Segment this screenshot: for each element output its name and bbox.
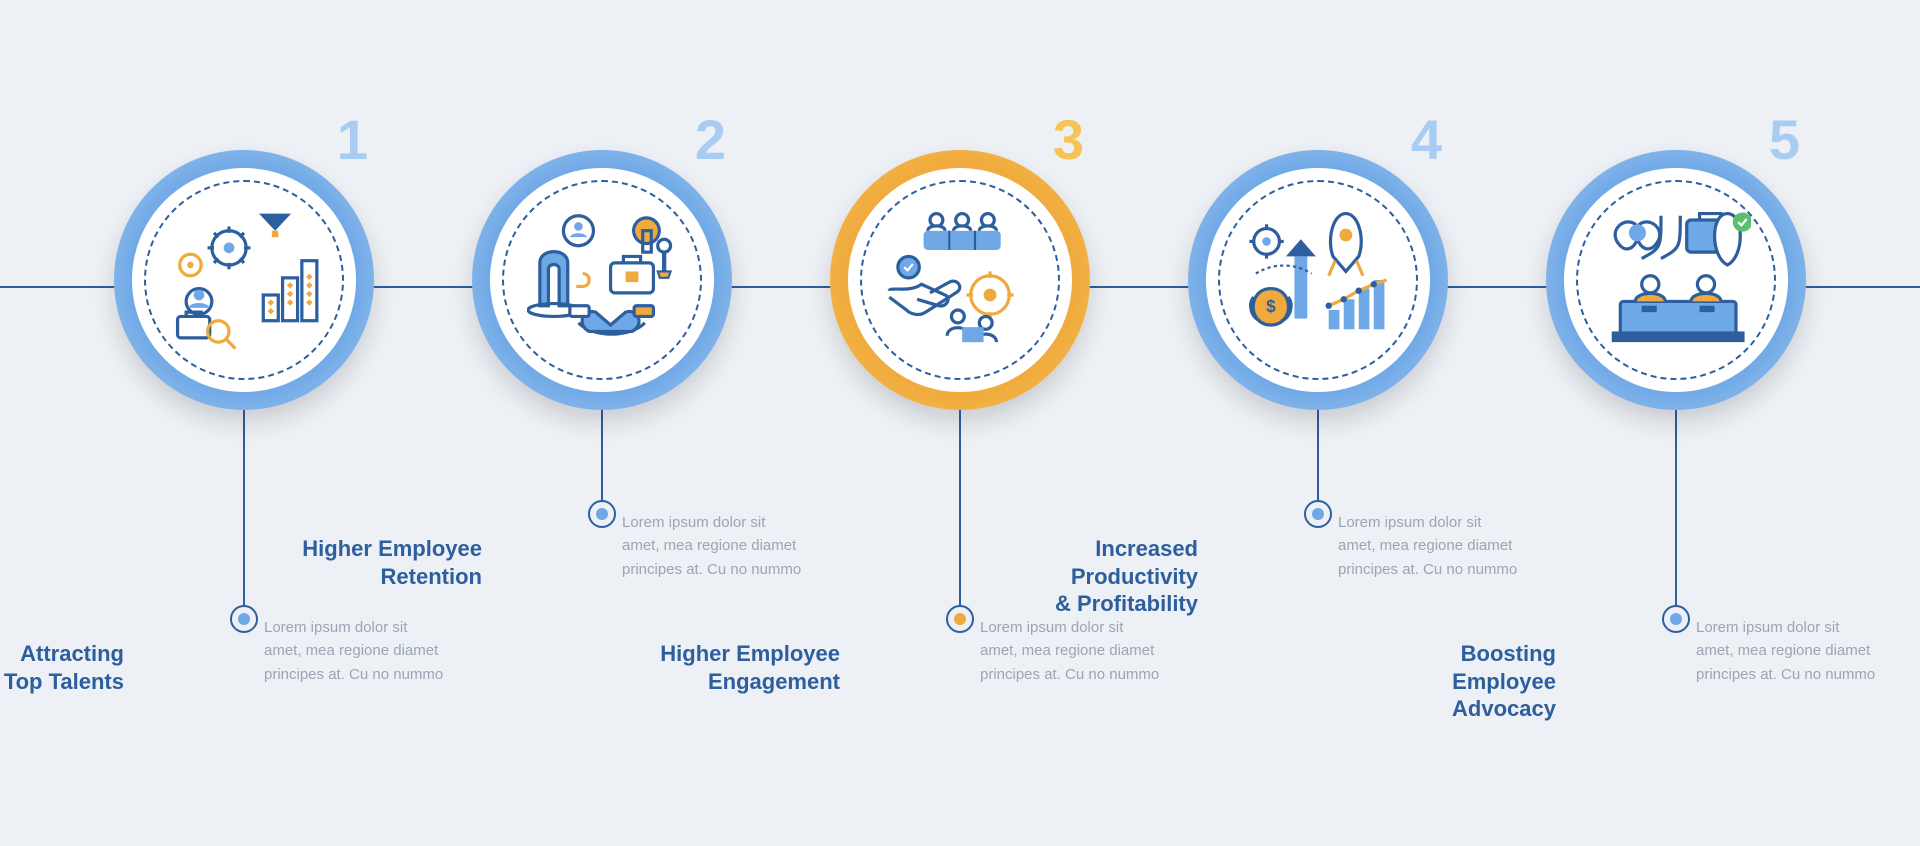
- step-4: 4Increased Productivity& ProfitabilityLo…: [1188, 150, 1448, 633]
- connector-stem: [243, 407, 245, 607]
- step-title-block: Higher EmployeeRetention: [302, 535, 482, 675]
- step-title-block: AttractingTop Talents: [0, 640, 124, 780]
- medallion: 3: [830, 150, 1090, 410]
- talent-icon: [164, 200, 324, 360]
- engagement-icon: [880, 200, 1040, 360]
- connector-dot: [230, 605, 258, 633]
- step-title: AttractingTop Talents: [0, 640, 124, 695]
- step-number: 2: [695, 112, 726, 168]
- connector-stem: [1317, 407, 1319, 502]
- advocacy-icon: [1596, 200, 1756, 360]
- step-body: Lorem ipsum dolor sit amet, mea regione …: [1696, 616, 1876, 686]
- medallion: 1: [114, 150, 374, 410]
- connector-dot: [946, 605, 974, 633]
- connector-dot: [1662, 605, 1690, 633]
- step-title: Higher EmployeeRetention: [302, 535, 482, 590]
- connector-stem: [1675, 407, 1677, 607]
- step-body-block: Lorem ipsum dolor sit amet, mea regione …: [1696, 616, 1876, 756]
- connector-dot: [1304, 500, 1332, 528]
- step-body-block: Lorem ipsum dolor sit amet, mea regione …: [622, 511, 802, 651]
- connector-dot: [588, 500, 616, 528]
- step-number: 4: [1411, 112, 1442, 168]
- medallion: 2: [472, 150, 732, 410]
- step-body: Lorem ipsum dolor sit amet, mea regione …: [622, 511, 802, 581]
- step-number: 3: [1053, 112, 1084, 168]
- productivity-icon: [1238, 200, 1398, 360]
- step-2: 2Higher EmployeeRetentionLorem ipsum dol…: [472, 150, 732, 633]
- medallion: 5: [1546, 150, 1806, 410]
- step-title-block: Higher EmployeeEngagement: [660, 640, 840, 780]
- step-title-block: Increased Productivity& Profitability: [1018, 535, 1198, 675]
- step-body: Lorem ipsum dolor sit amet, mea regione …: [1338, 511, 1518, 581]
- step-title: Higher EmployeeEngagement: [660, 640, 840, 695]
- connector-stem: [601, 407, 603, 502]
- step-body-block: Lorem ipsum dolor sit amet, mea regione …: [1338, 511, 1518, 651]
- medallion: 4: [1188, 150, 1448, 410]
- step-title: BoostingEmployee Advocacy: [1376, 640, 1556, 723]
- step-number: 5: [1769, 112, 1800, 168]
- step-title: Increased Productivity& Profitability: [1018, 535, 1198, 618]
- retention-icon: [522, 200, 682, 360]
- connector-stem: [959, 407, 961, 607]
- steps-row: 1AttractingTop TalentsLorem ipsum dolor …: [0, 0, 1920, 633]
- step-5: 5BoostingEmployee AdvocacyLorem ipsum do…: [1546, 150, 1806, 633]
- step-number: 1: [337, 112, 368, 168]
- step-title-block: BoostingEmployee Advocacy: [1376, 640, 1556, 780]
